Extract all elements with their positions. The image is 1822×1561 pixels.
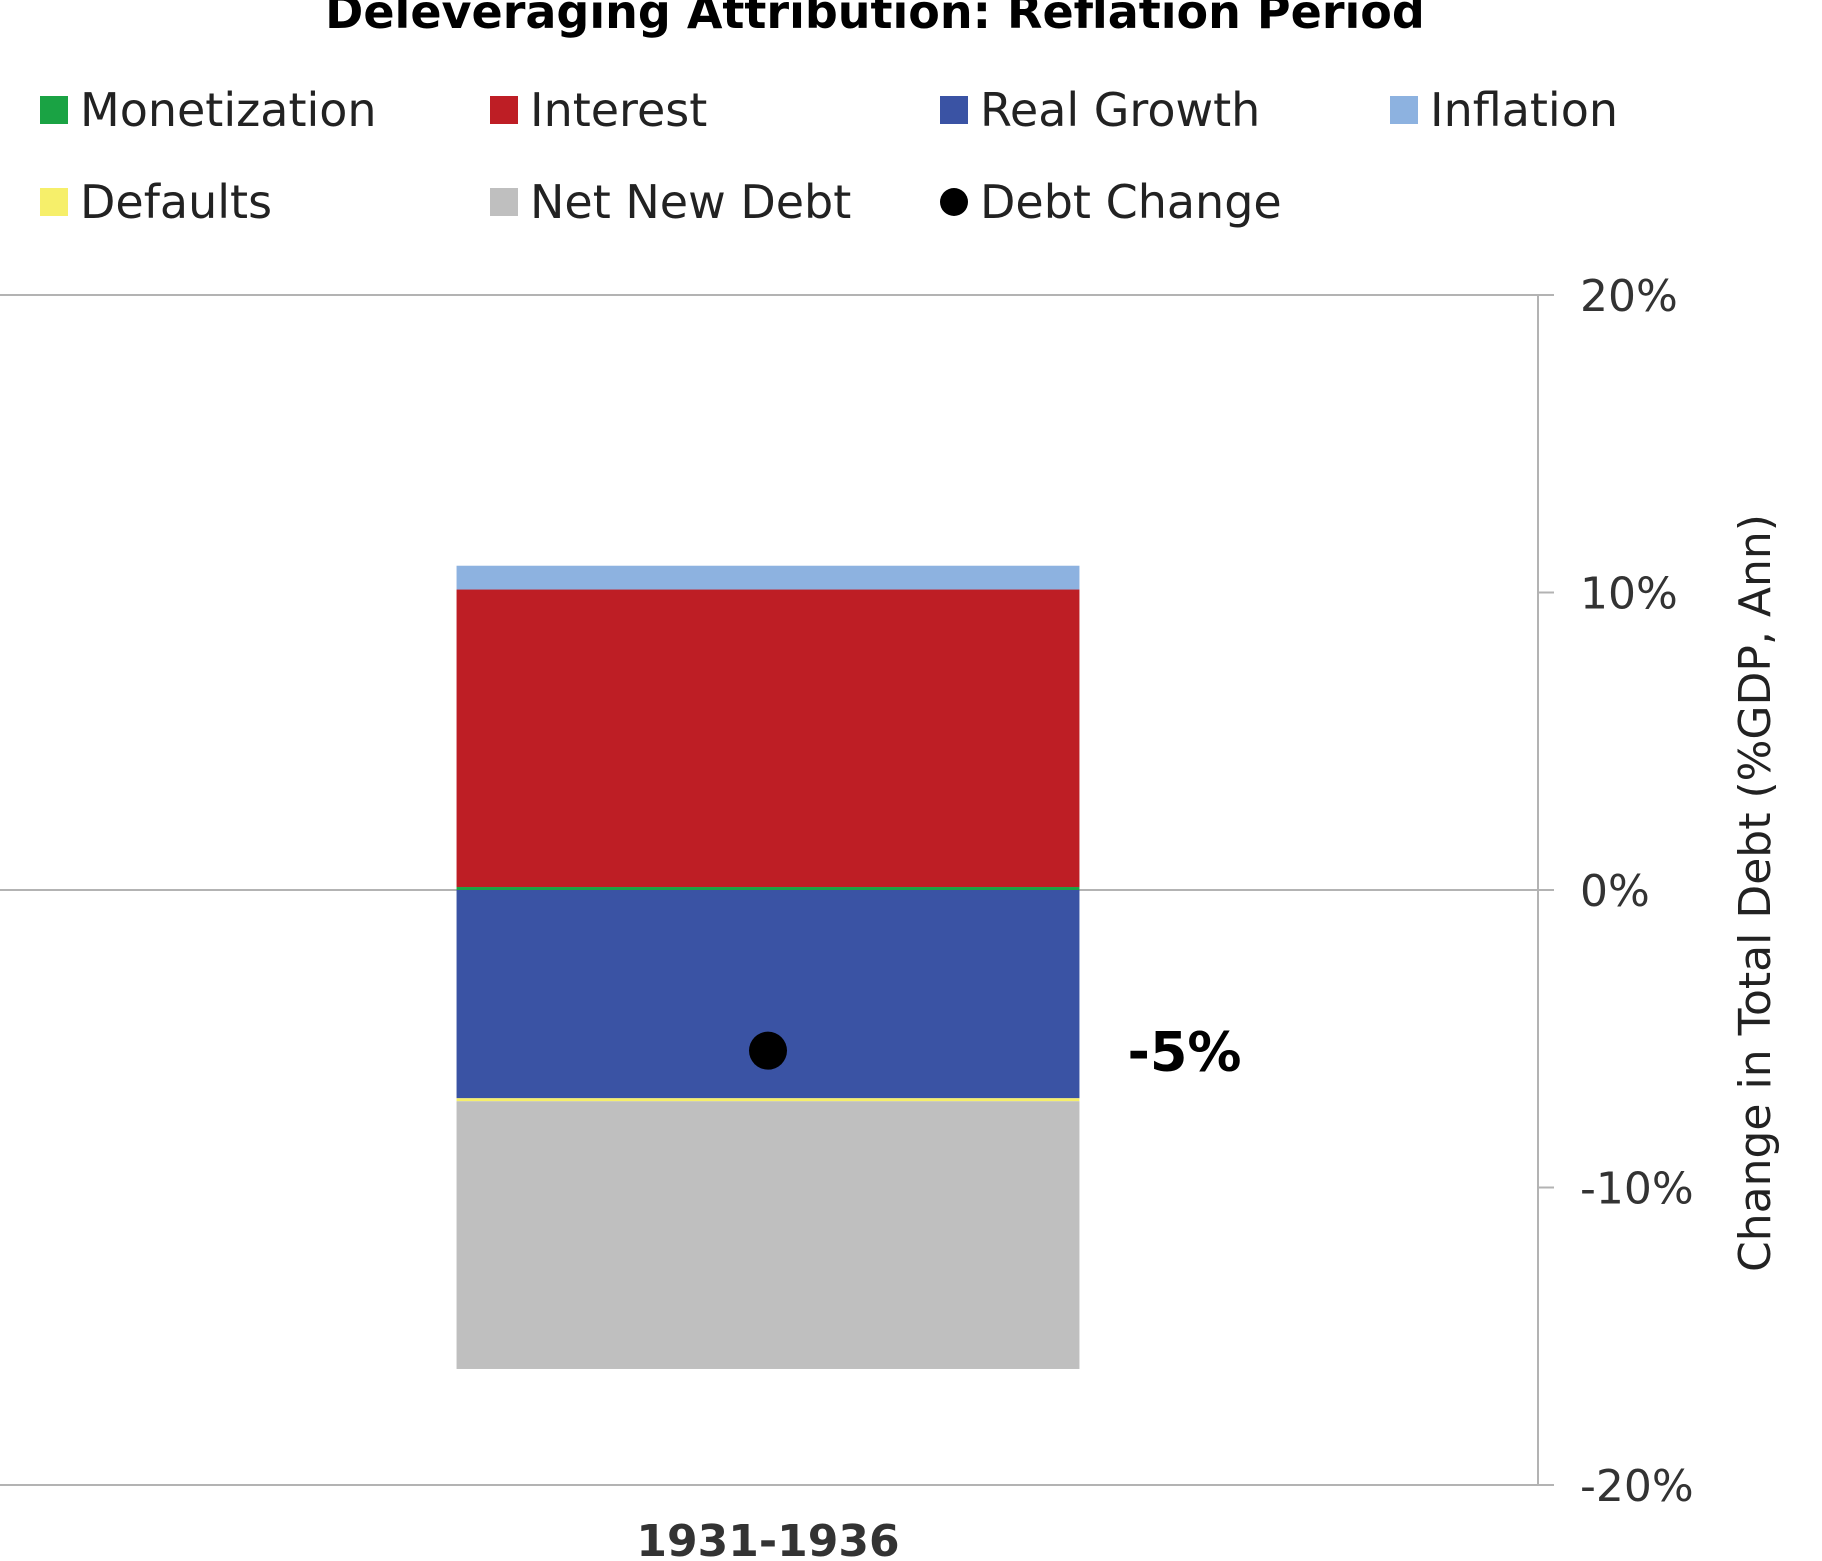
x-axis: 1931-1936 [636,1516,899,1561]
legend-label-real-growth: Real Growth [980,83,1260,137]
legend-label-debt-change: Debt Change [980,175,1282,229]
y-tick-label: -20% [1580,1461,1694,1512]
legend-item-debt-change: Debt Change [940,175,1282,229]
debt-change-label: -5% [1127,1021,1241,1084]
legend-label-defaults: Defaults [80,175,272,229]
y-tick-label: -10% [1580,1164,1694,1215]
legend-swatch-net-new-debt [490,188,518,216]
legend-label-inflation: Inflation [1430,83,1618,137]
legend-label-monetization: Monetization [80,83,377,137]
legend: Monetization Interest Real Growth Inflation… [40,83,1618,229]
legend-marker-debt-change [940,188,968,216]
legend-swatch-interest [490,96,518,124]
bars [456,565,1080,1369]
debt-change-marker [749,1031,787,1070]
bar-segment-monetization [456,887,1080,890]
y-tick-label: 20% [1580,271,1678,322]
chart-title: Deleveraging Attribution: Reflation Peri… [325,0,1425,39]
legend-label-net-new-debt: Net New Debt [530,175,851,229]
y-axis: 20% 10% 0% -10% -20% [1537,271,1694,1512]
legend-swatch-inflation [1390,96,1418,124]
markers: -5% [749,1021,1242,1084]
y-axis-label: Change in Total Debt (%GDP, Ann) [1730,514,1781,1272]
legend-swatch-real-growth [940,96,968,124]
legend-label-interest: Interest [530,83,707,137]
bar-segment-defaults [456,1098,1080,1102]
y-tick-label: 10% [1580,569,1678,620]
legend-item-real-growth: Real Growth [940,83,1260,137]
legend-item-defaults: Defaults [40,175,272,229]
legend-swatch-defaults [40,188,68,216]
bar-segment-inflation [456,565,1080,590]
legend-item-interest: Interest [490,83,707,137]
x-category-label: 1931-1936 [636,1516,899,1561]
y-tick-label: 0% [1580,866,1650,917]
legend-swatch-monetization [40,96,68,124]
legend-item-monetization: Monetization [40,83,377,137]
legend-item-inflation: Inflation [1390,83,1618,137]
bar-segment-net-new-debt [456,1101,1080,1369]
bar-segment-interest [456,589,1080,888]
legend-item-net-new-debt: Net New Debt [490,175,851,229]
